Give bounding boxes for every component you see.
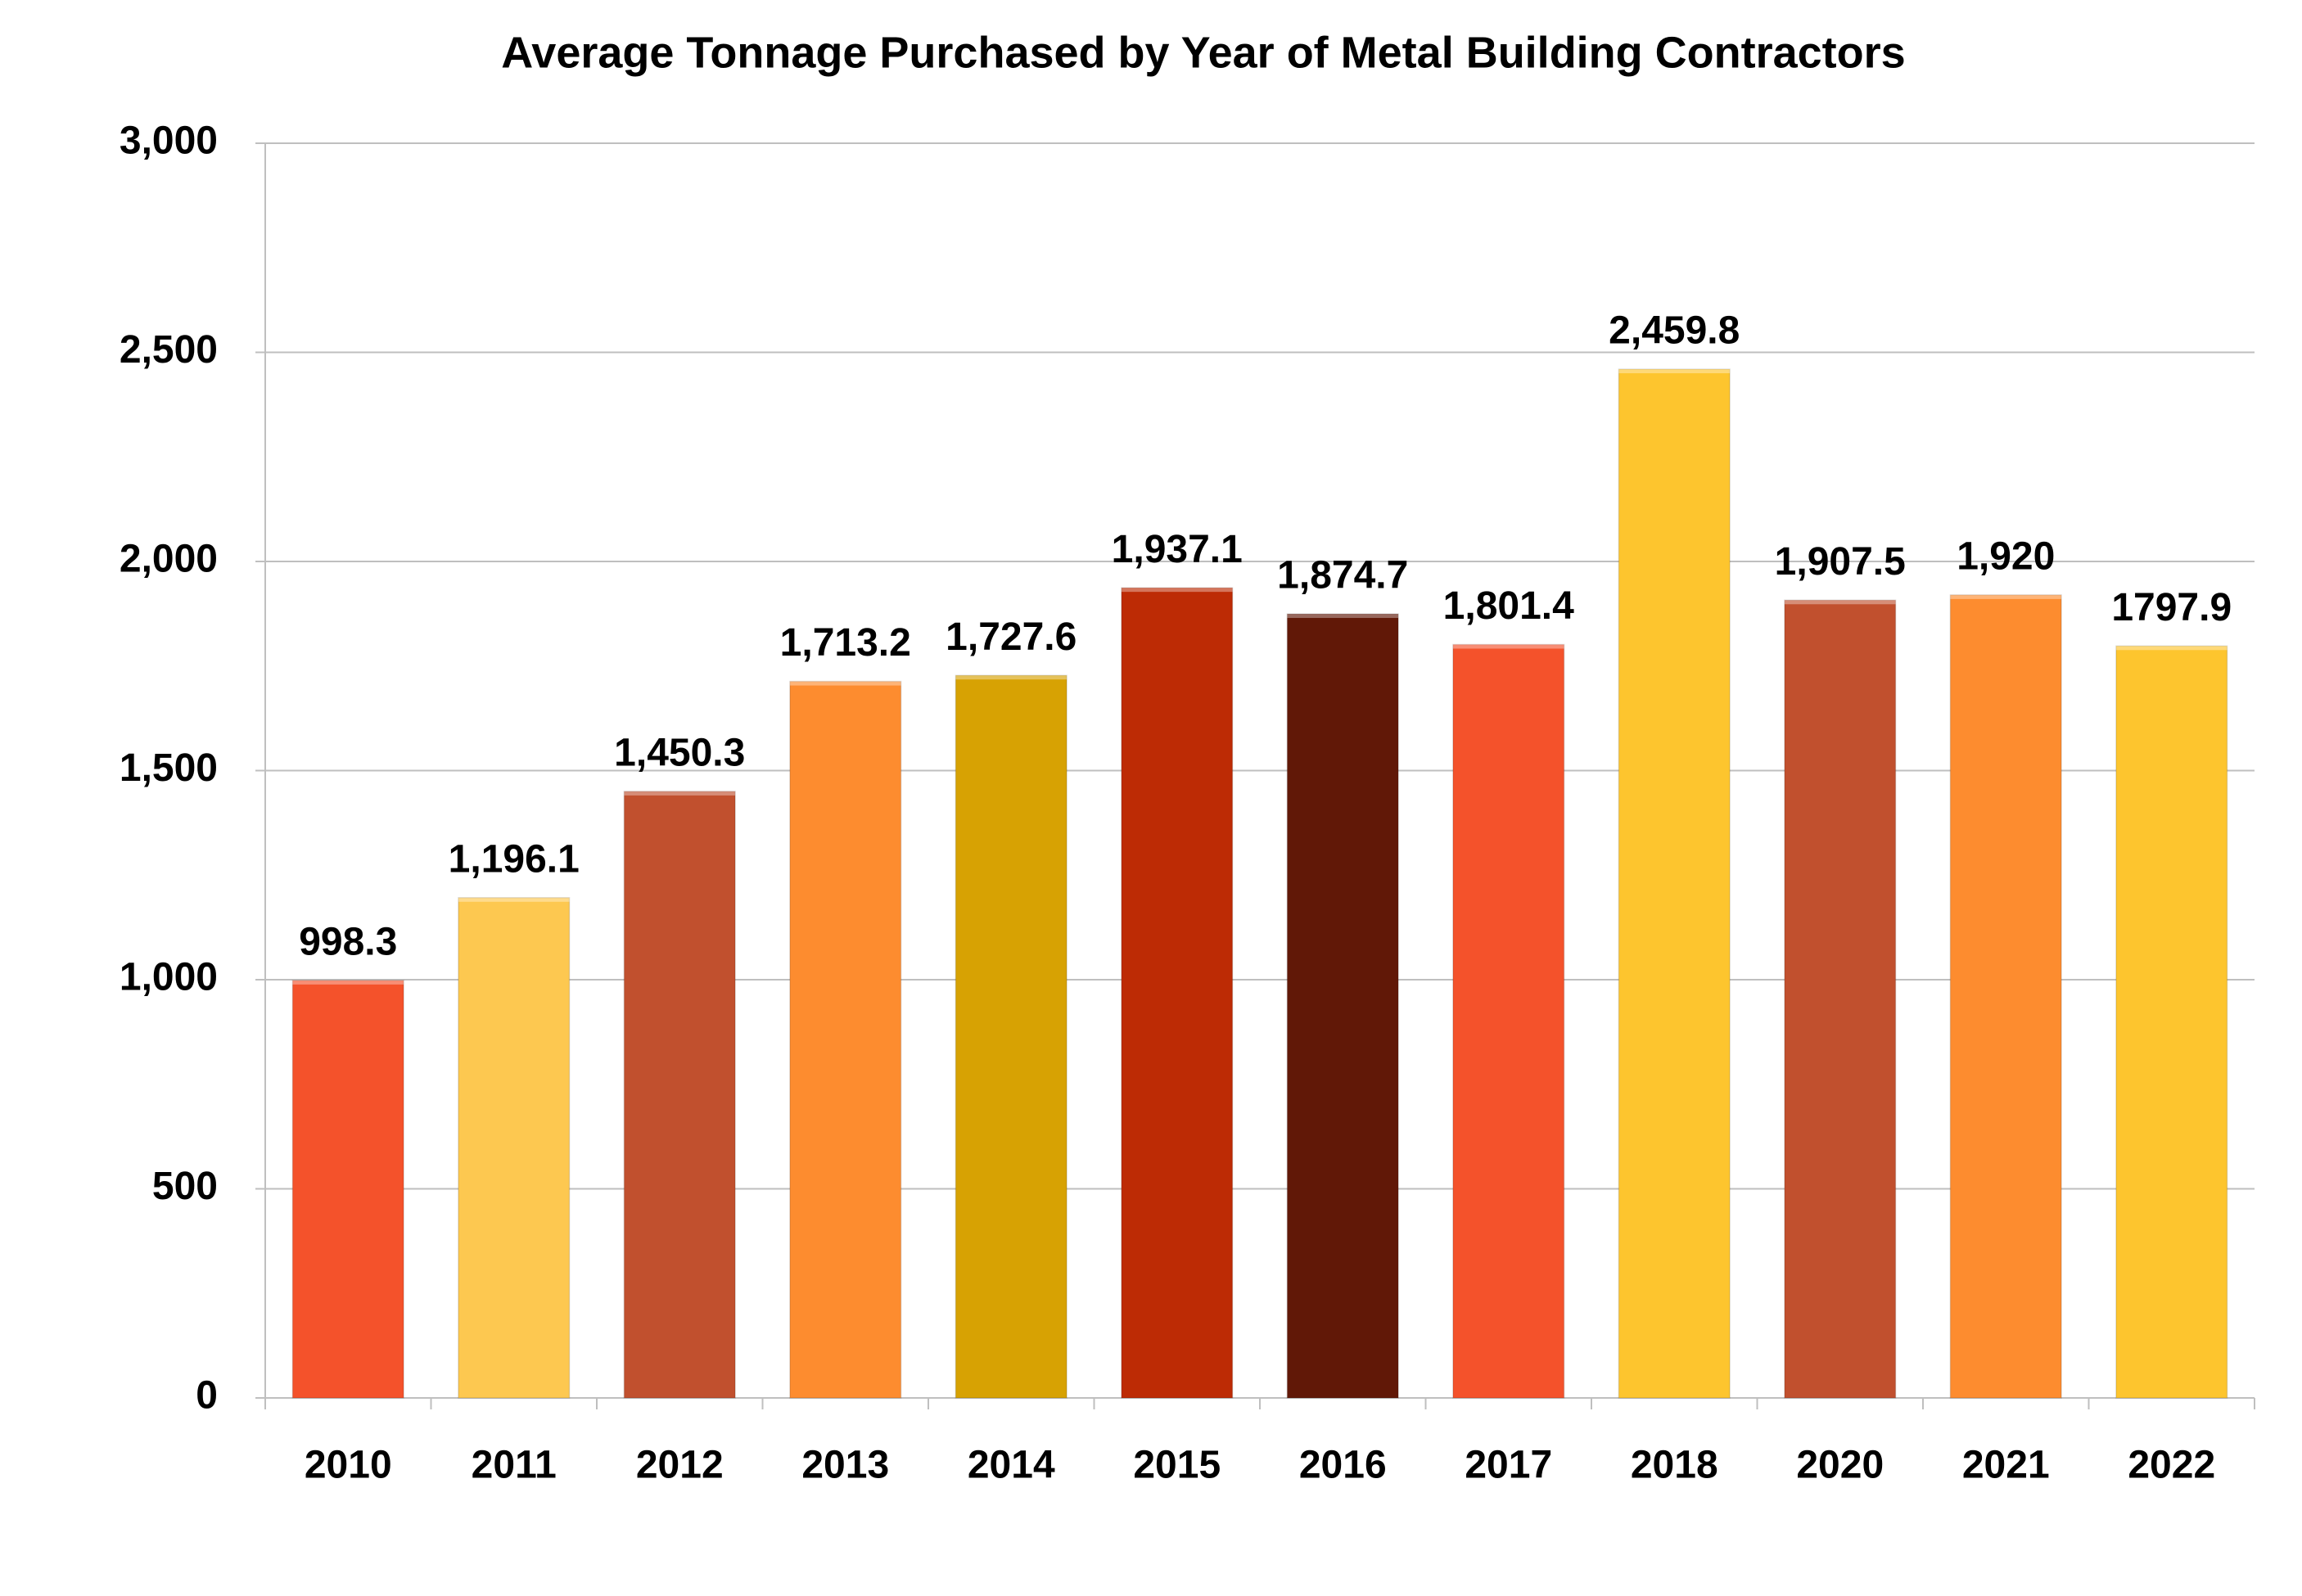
bar-highlight [624,791,736,796]
x-tick-label: 2020 [1796,1444,1884,1487]
data-label: 2,459.8 [1609,309,1740,353]
bar-highlight [955,675,1067,680]
x-tick-label: 2016 [1299,1444,1387,1487]
y-tick-label: 1,000 [120,956,218,999]
x-tick-label: 2012 [636,1444,724,1487]
y-tick-label: 0 [196,1374,218,1418]
bar-highlight [1287,614,1399,619]
x-tick-label: 2015 [1133,1444,1221,1487]
data-label: 1,727.6 [946,615,1077,659]
x-tick-label: 2017 [1465,1444,1552,1487]
bar-highlight [1121,588,1233,593]
bar-highlight [1784,600,1896,605]
data-label: 1,937.1 [1112,528,1243,571]
bar [1286,613,1399,1399]
data-label: 1,907.5 [1775,540,1906,584]
bar [2115,645,2228,1399]
bar [1784,599,1897,1399]
data-label: 1797.9 [2111,586,2232,629]
y-tick-label: 2,000 [120,538,218,581]
bar [291,980,404,1399]
bar [1121,587,1234,1399]
bar-highlight [292,980,404,985]
bar-highlight [1618,369,1731,374]
data-label: 1,801.4 [1443,584,1574,628]
bar-highlight [1452,644,1564,649]
y-tick-label: 500 [152,1165,218,1208]
bar [1618,368,1731,1399]
x-tick-label: 2011 [472,1444,557,1487]
data-label: 1,450.3 [614,732,745,775]
x-tick-label: 2010 [305,1444,392,1487]
data-label: 998.3 [299,921,397,964]
bar [1452,643,1565,1399]
bar-highlight [1950,594,2062,599]
y-tick-label: 1,500 [120,746,218,790]
bar [623,791,736,1399]
data-label: 1,713.2 [780,621,911,665]
chart-title: Average Tonnage Purchased by Year of Met… [501,28,1905,77]
x-tick-label: 2014 [968,1444,1055,1487]
bar [955,674,1067,1399]
bar [789,680,902,1399]
x-tick-label: 2013 [801,1444,889,1487]
y-tick-label: 3,000 [120,119,218,163]
data-label: 1,920 [1957,535,2055,579]
bar-highlight [2115,646,2228,651]
bar-highlight [789,681,901,686]
x-tick-label: 2022 [2128,1444,2215,1487]
bar [458,897,571,1399]
bar-highlight [458,897,570,902]
data-label: 1,874.7 [1277,554,1408,597]
x-tick-label: 2018 [1631,1444,1718,1487]
y-tick-label: 2,500 [120,328,218,372]
x-tick-label: 2021 [1962,1444,2050,1487]
bar [1949,594,2062,1399]
data-label: 1,196.1 [449,837,580,881]
